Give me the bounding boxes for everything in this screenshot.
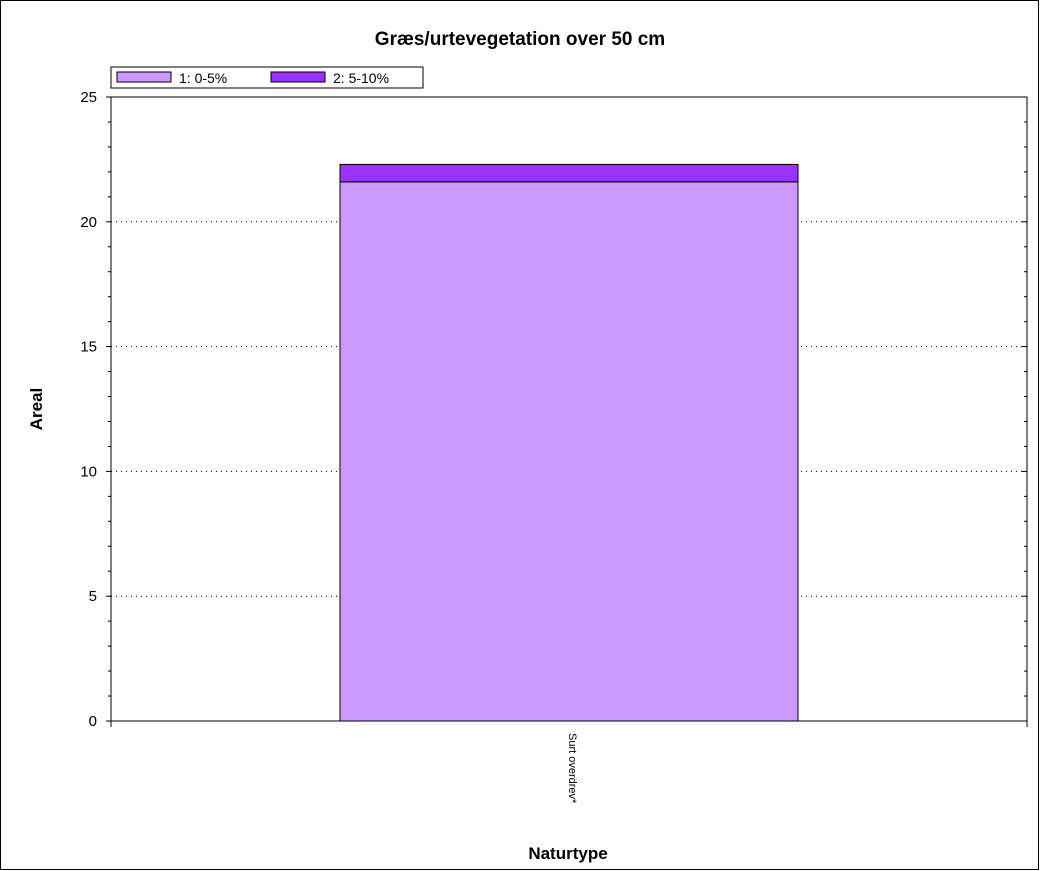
y-tick-label: 15 (80, 339, 97, 356)
chart-title: Græs/urtevegetation over 50 cm (375, 29, 665, 50)
bars (339, 163, 799, 722)
y-tick-label: 25 (80, 89, 97, 106)
y-tick-label: 20 (80, 214, 97, 231)
legend-label-2: 2: 5-10% (333, 70, 389, 86)
y-tick-labels: 0 5 10 15 20 25 (80, 89, 97, 730)
legend-swatch-2 (270, 71, 326, 83)
x-category-label: Surt overdrev* (566, 733, 578, 804)
y-tick-label: 0 (89, 713, 97, 730)
bar-segment-1 (339, 181, 799, 722)
x-axis-title: Naturtype (528, 844, 607, 863)
y-axis-title: Areal (27, 388, 46, 431)
axis-ticks (106, 96, 1028, 727)
chart-legend: 1: 0-5% 2: 5-10% (110, 66, 424, 89)
bar-segment-2 (339, 163, 799, 183)
plot-area-border (110, 96, 1028, 722)
legend-swatch-1 (116, 71, 172, 83)
legend-label-1: 1: 0-5% (179, 70, 227, 86)
x-tick-labels: Surt overdrev* (566, 733, 578, 804)
legend-box (110, 66, 424, 89)
y-tick-label: 10 (80, 463, 97, 480)
y-tick-label: 5 (89, 588, 97, 605)
